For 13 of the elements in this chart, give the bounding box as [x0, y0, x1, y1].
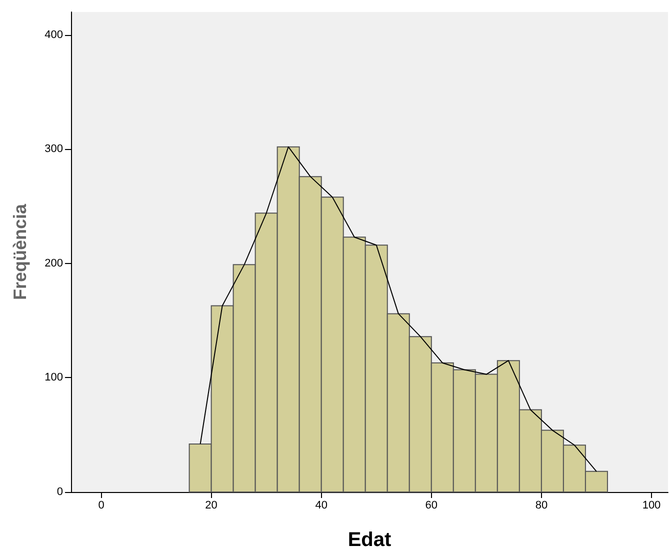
x-tick-label: 20: [205, 500, 218, 512]
x-tick-label: 80: [535, 500, 548, 512]
x-tick-label: 0: [98, 500, 104, 512]
x-tick-label: 100: [642, 500, 661, 512]
y-axis-title: Freqüència: [10, 202, 30, 300]
x-axis-title: Edat: [348, 529, 392, 551]
y-tick-label: 100: [44, 372, 63, 384]
y-tick-label: 300: [44, 143, 63, 156]
y-tick-label: 400: [44, 28, 63, 41]
y-tick-label: 200: [44, 257, 63, 270]
y-tick-label: 0: [56, 486, 63, 498]
x-tick-label: 60: [425, 500, 438, 512]
x-tick-label: 40: [315, 500, 328, 512]
